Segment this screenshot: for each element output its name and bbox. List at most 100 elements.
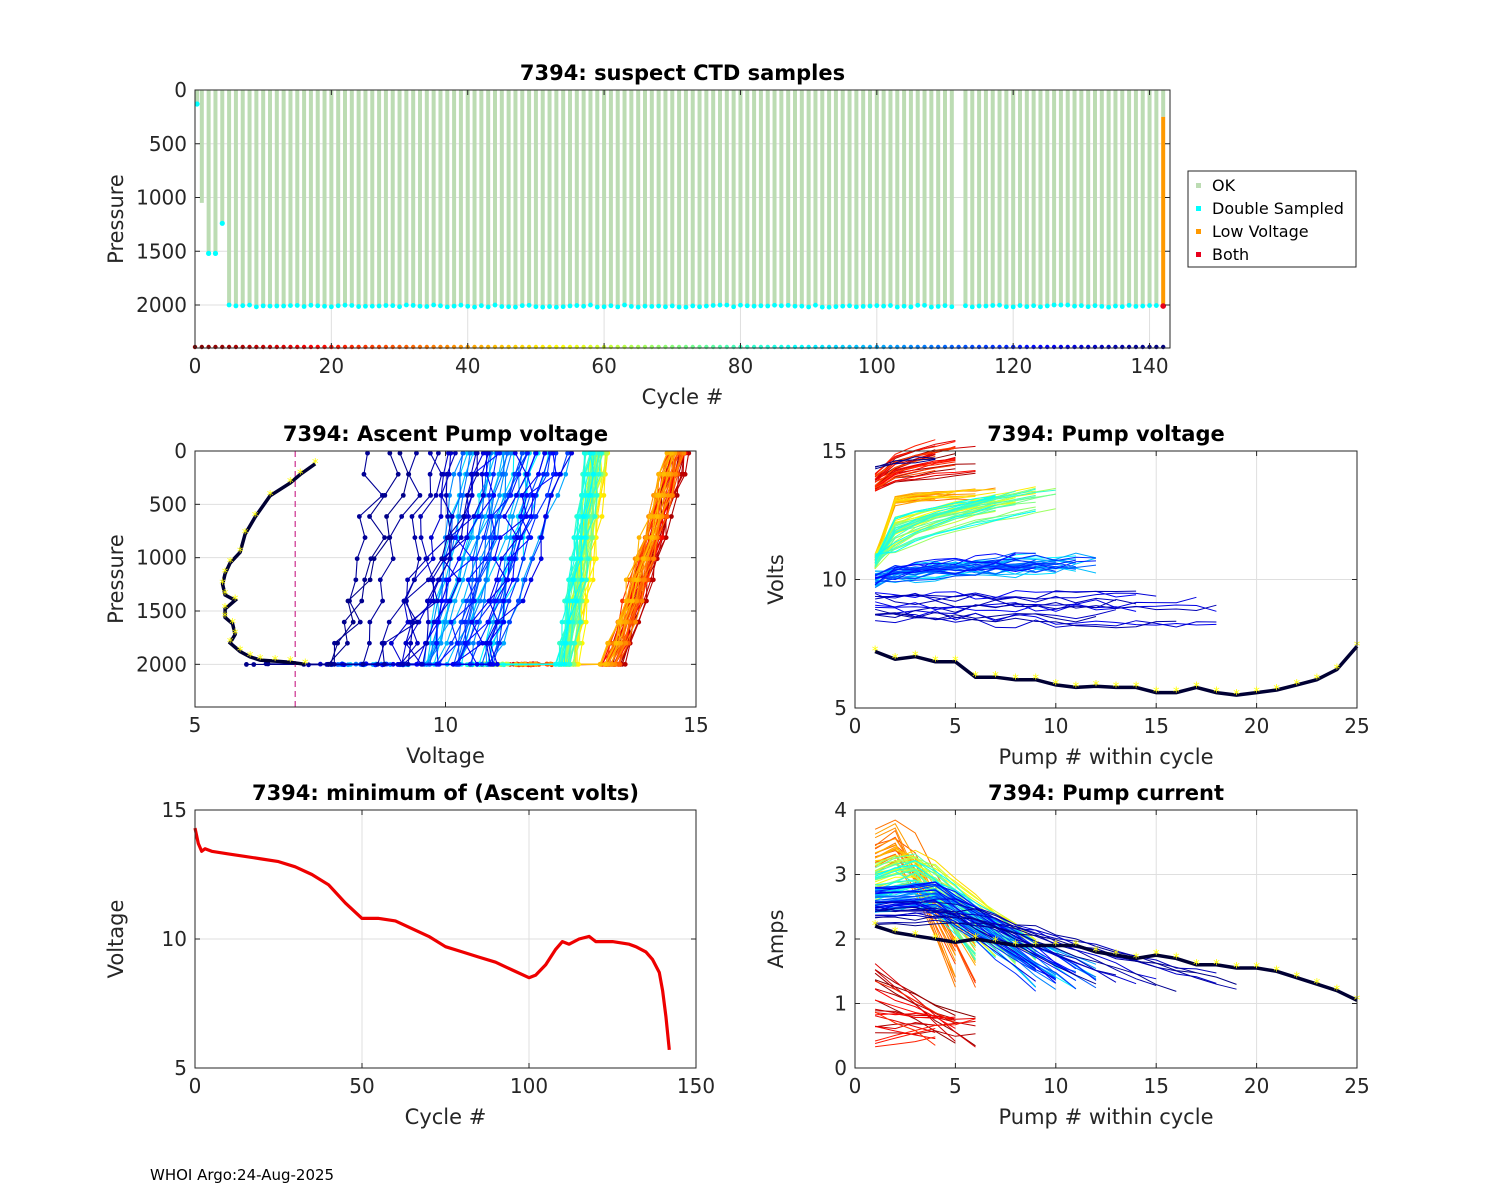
pump-voltage-cycle	[874, 504, 996, 557]
double-sampled-point	[567, 303, 573, 309]
last-cycle-marker: *	[1053, 678, 1060, 693]
double-sampled-point	[649, 304, 655, 309]
cycle-marker	[690, 344, 695, 350]
cycle-marker	[390, 344, 395, 350]
double-sampled-point	[547, 304, 552, 309]
cycle-marker	[560, 344, 566, 350]
ascent-sample	[331, 661, 337, 667]
ascent-sample	[533, 450, 539, 456]
ascent-sample	[469, 556, 475, 562]
y-axis-label: Pressure	[104, 174, 128, 264]
ascent-sample	[465, 492, 471, 498]
ascent-sample	[443, 598, 449, 604]
double-sampled-point	[206, 250, 212, 256]
ascent-sample	[475, 535, 481, 541]
ascent-profile	[472, 453, 595, 666]
last-cycle-marker: *	[1213, 686, 1220, 701]
ascent-sample	[433, 492, 439, 498]
last-cycle-marker: *	[992, 935, 999, 950]
ascent-profile	[522, 453, 675, 666]
ascent-profile	[515, 452, 668, 665]
ascent-profile	[375, 452, 551, 666]
cycle-marker	[547, 344, 552, 350]
double-sampled-point	[444, 304, 450, 310]
ascent-sample	[570, 577, 576, 583]
last-cycle-marker: *	[232, 593, 239, 608]
cycle-marker	[779, 344, 784, 350]
double-sampled-point	[417, 303, 423, 309]
ascent-sample	[493, 598, 499, 604]
ascent-profile	[482, 452, 609, 665]
last-cycle-marker: *	[932, 932, 939, 947]
tick-label-y: 1500	[136, 599, 187, 623]
ascent-sample	[497, 450, 502, 456]
tick-label-x: 15	[1143, 714, 1168, 738]
last-cycle-marker: *	[229, 617, 236, 632]
chart-title: 7394: minimum of (Ascent volts)	[252, 781, 639, 805]
ascent-sample	[575, 577, 581, 583]
ascent-sample	[438, 514, 444, 519]
ascent-sample	[443, 492, 449, 498]
ascent-sample	[477, 598, 483, 604]
x-axis-label: Cycle #	[642, 385, 724, 409]
ascent-profile	[398, 452, 537, 665]
last-cycle-marker: *	[1073, 938, 1080, 953]
ascent-sample	[464, 598, 469, 604]
ascent-sample	[414, 450, 419, 456]
cycle-marker	[308, 344, 314, 350]
tick-label-y: 1000	[136, 186, 187, 210]
ascent-sample	[442, 619, 448, 625]
ascent-sample	[500, 450, 506, 456]
ascent-sample	[486, 598, 492, 604]
double-sampled-point	[458, 302, 464, 308]
ascent-profile	[326, 452, 453, 665]
last-cycle-marker: *	[1012, 938, 1019, 953]
legend-box	[1187, 170, 1357, 268]
double-sampled-point	[847, 303, 852, 309]
last-cycle-marker: *	[1113, 948, 1120, 963]
cycle-marker	[267, 344, 273, 350]
ascent-sample	[605, 640, 611, 646]
cycle-marker	[397, 344, 402, 350]
cycle-marker	[472, 344, 477, 350]
ascent-sample	[367, 619, 373, 625]
cycle-marker	[881, 344, 886, 350]
last-cycle-marker: *	[1314, 977, 1321, 992]
last-cycle-line	[874, 924, 1358, 1002]
ascent-sample	[528, 535, 534, 541]
double-sampled-point	[1113, 303, 1118, 309]
ascent-sample	[410, 619, 416, 625]
tick-label-x: 40	[455, 354, 480, 378]
ascent-sample	[524, 492, 530, 498]
ascent-sample	[412, 577, 417, 583]
cycle-marker	[908, 344, 914, 350]
chart-title: 7394: Pump current	[988, 781, 1224, 805]
tick-label-y: 2	[834, 927, 847, 951]
ascent-profile	[521, 453, 674, 665]
ascent-sample	[444, 471, 450, 477]
cycle-marker	[1092, 344, 1098, 350]
ascent-sample	[328, 661, 333, 667]
ascent-profile	[343, 452, 484, 666]
pump-voltage-cycle	[874, 458, 936, 468]
ascent-sample	[541, 471, 546, 477]
ascent-sample	[439, 556, 445, 562]
tick-label-x: 5	[189, 713, 202, 737]
ascent-sample	[456, 577, 462, 583]
legend-label: Low Voltage	[1212, 222, 1309, 241]
cycle-marker	[295, 344, 300, 350]
ascent-sample	[612, 661, 618, 667]
cycle-marker	[424, 344, 430, 350]
last-cycle-marker: *	[972, 670, 979, 685]
last-cycle-marker: *	[1193, 680, 1200, 695]
pump-current-cycle	[875, 922, 1237, 985]
cycle-marker	[1140, 344, 1145, 350]
last-cycle-marker: *	[287, 655, 294, 670]
double-sampled-point	[601, 304, 607, 310]
last-cycle-marker: *	[872, 919, 879, 934]
cycle-marker	[949, 344, 955, 350]
cycle-marker	[970, 344, 975, 350]
ascent-sample	[507, 535, 513, 541]
cycle-marker	[704, 344, 709, 350]
ascent-sample	[528, 577, 534, 583]
